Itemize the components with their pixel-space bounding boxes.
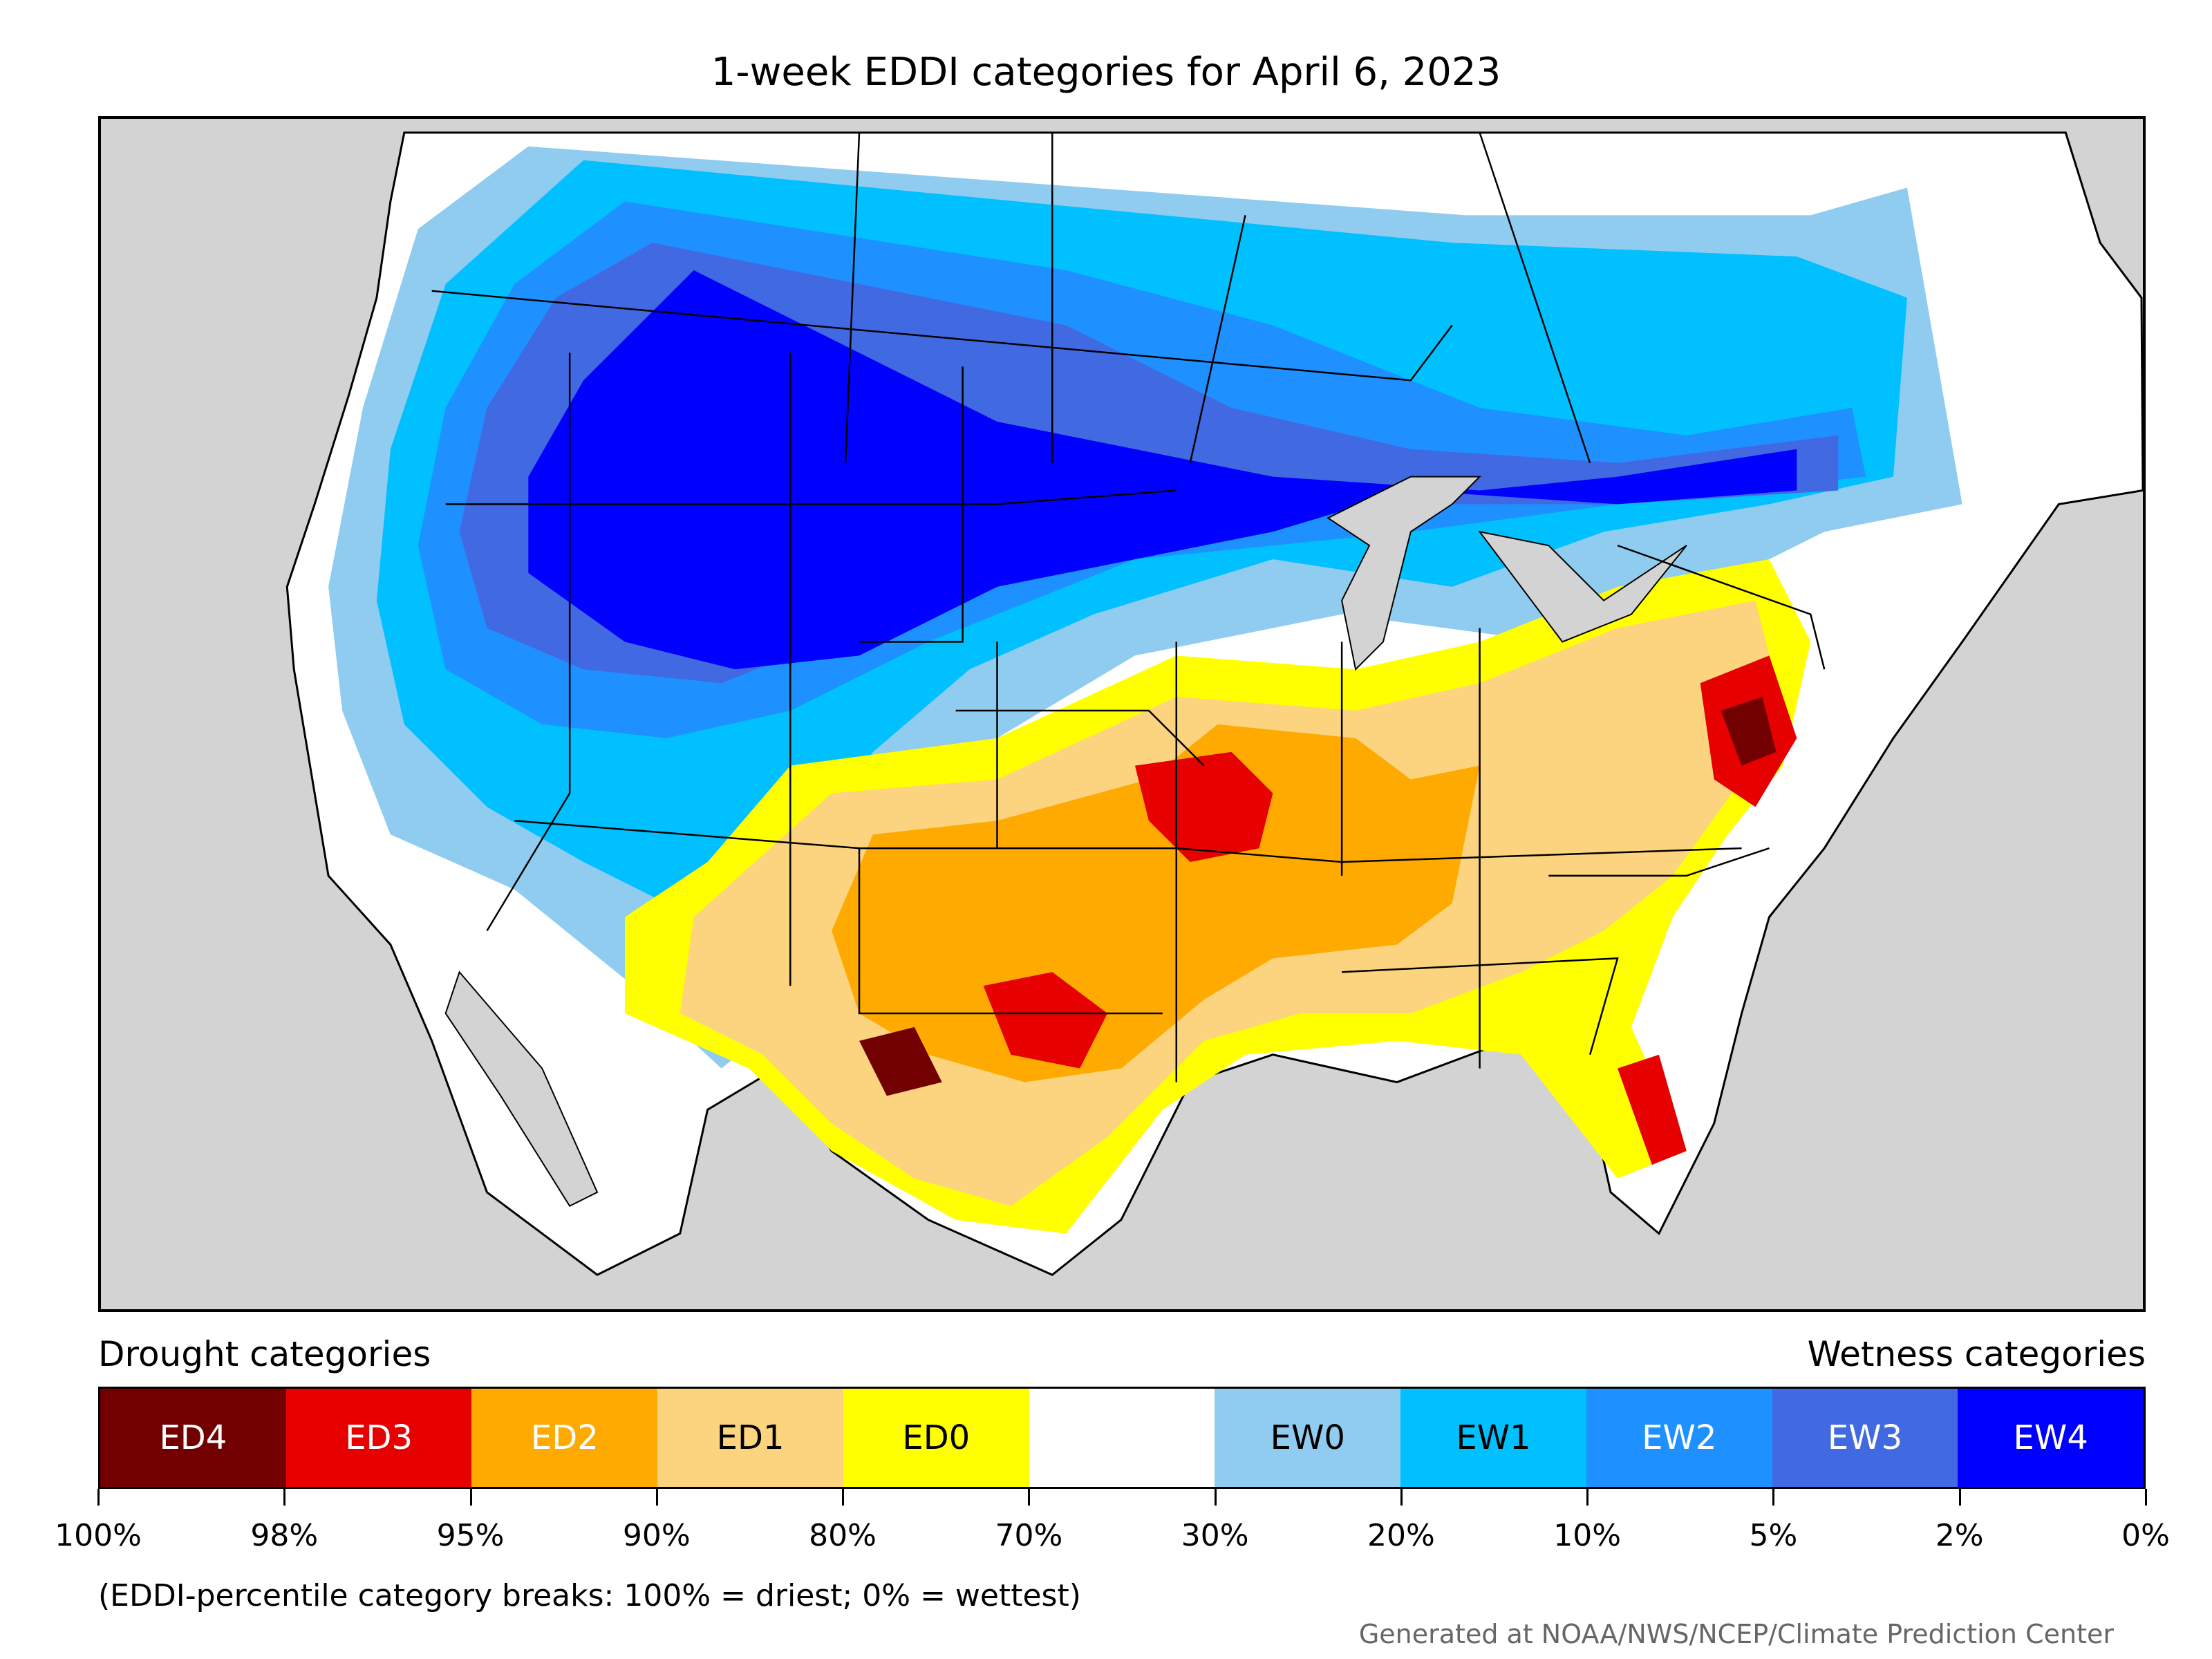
colorbar-tick-label: 98% xyxy=(250,1518,319,1553)
colorbar-cell-ed4: ED4 xyxy=(100,1389,286,1487)
colorbar-tick-label: 10% xyxy=(1553,1518,1622,1553)
region-ed3-florida xyxy=(1618,1054,1687,1165)
colorbar-tick-label: 95% xyxy=(436,1518,505,1553)
region-ed4-texas xyxy=(859,1027,942,1096)
category-colorbar: ED4 ED3 ED2 ED1 ED0 EW0 EW1 EW2 EW3 EW4 xyxy=(98,1387,2146,1489)
colorbar-tick xyxy=(1586,1489,1589,1506)
colorbar-tick-label: 0% xyxy=(2121,1518,2170,1553)
colorbar-tick xyxy=(1958,1489,1961,1506)
colorbar-tick xyxy=(283,1489,286,1506)
colorbar-tick xyxy=(1772,1489,1775,1506)
credit-line: Generated at NOAA/NWS/NCEP/Climate Predi… xyxy=(1358,1619,2114,1649)
colorbar-tick xyxy=(1400,1489,1403,1506)
colorbar-tick xyxy=(1028,1489,1031,1506)
colorbar-tick xyxy=(97,1489,100,1506)
eddi-map xyxy=(98,116,2146,1312)
boundary-lines xyxy=(431,132,1826,1082)
gulf-of-california xyxy=(444,971,599,1207)
great-lakes xyxy=(1327,476,1687,671)
colorbar-tick-label: 20% xyxy=(1367,1518,1435,1553)
colorbar-tick-label: 70% xyxy=(995,1518,1063,1553)
region-ed3-texas xyxy=(983,972,1108,1069)
colorbar-tick-label: 100% xyxy=(55,1518,142,1553)
region-ed4-midatlantic xyxy=(1721,697,1777,766)
colorbar-tick xyxy=(842,1489,845,1506)
colorbar-cell-normal xyxy=(1029,1389,1215,1487)
colorbar-tick-label: 80% xyxy=(809,1518,877,1553)
colorbar-tick-label: 5% xyxy=(1749,1518,1798,1553)
colorbar-tick xyxy=(469,1489,472,1506)
colorbar-cell-ed3: ED3 xyxy=(285,1389,472,1487)
colorbar-cell-ed2: ED2 xyxy=(471,1389,658,1487)
colorbar-cell-ew1: EW1 xyxy=(1400,1389,1586,1487)
wetness-categories-title: Wetness categories xyxy=(1807,1334,2146,1374)
colorbar-tick-label: 90% xyxy=(622,1518,691,1553)
map-title: 1-week EDDI categories for April 6, 2023 xyxy=(711,50,1501,95)
colorbar-tick xyxy=(1214,1489,1217,1506)
colorbar-tick xyxy=(2145,1489,2147,1506)
colorbar-cell-ed1: ED1 xyxy=(657,1389,843,1487)
region-ew4 xyxy=(528,270,1797,670)
colorbar-cell-ed0: ED0 xyxy=(843,1389,1029,1487)
region-ed3-plains xyxy=(1134,751,1273,863)
colorbar-cell-ew0: EW0 xyxy=(1215,1389,1401,1487)
colorbar-cell-ew2: EW2 xyxy=(1586,1389,1772,1487)
category-breaks-note: (EDDI-percentile category breaks: 100% =… xyxy=(98,1578,1081,1613)
colorbar-cell-ew3: EW3 xyxy=(1772,1389,1958,1487)
colorbar-tick-label: 2% xyxy=(1935,1518,1984,1553)
map-canvas xyxy=(285,131,2143,1276)
colorbar-ticks xyxy=(97,1489,2147,1506)
drought-categories-title: Drought categories xyxy=(98,1334,431,1374)
colorbar-tick-label: 30% xyxy=(1181,1518,1249,1553)
colorbar-tick xyxy=(655,1489,658,1506)
colorbar-cell-ew4: EW4 xyxy=(1958,1389,2144,1487)
